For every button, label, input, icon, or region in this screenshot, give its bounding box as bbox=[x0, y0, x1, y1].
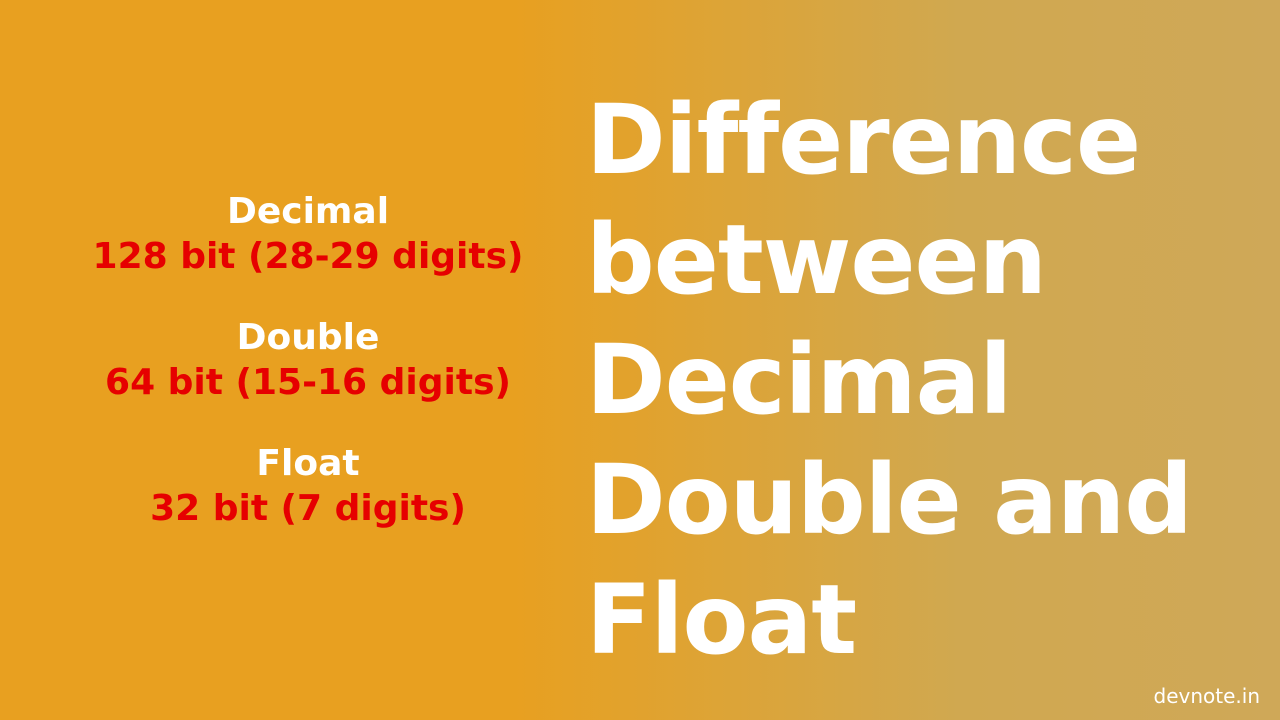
type-block-decimal: Decimal 128 bit (28-29 digits) bbox=[93, 191, 524, 277]
type-name-double: Double bbox=[105, 317, 511, 358]
type-block-double: Double 64 bit (15-16 digits) bbox=[105, 317, 511, 403]
infographic-container: Decimal 128 bit (28-29 digits) Double 64… bbox=[0, 0, 1280, 720]
type-detail-float: 32 bit (7 digits) bbox=[150, 488, 466, 529]
type-name-float: Float bbox=[150, 443, 466, 484]
type-detail-double: 64 bit (15-16 digits) bbox=[105, 362, 511, 403]
title-panel: Difference between Decimal Double and Fl… bbox=[576, 0, 1280, 720]
main-title: Difference between Decimal Double and Fl… bbox=[586, 80, 1260, 680]
type-detail-decimal: 128 bit (28-29 digits) bbox=[93, 236, 524, 277]
attribution-text: devnote.in bbox=[1154, 684, 1260, 708]
type-name-decimal: Decimal bbox=[93, 191, 524, 232]
type-block-float: Float 32 bit (7 digits) bbox=[150, 443, 466, 529]
data-types-panel: Decimal 128 bit (28-29 digits) Double 64… bbox=[0, 0, 576, 720]
